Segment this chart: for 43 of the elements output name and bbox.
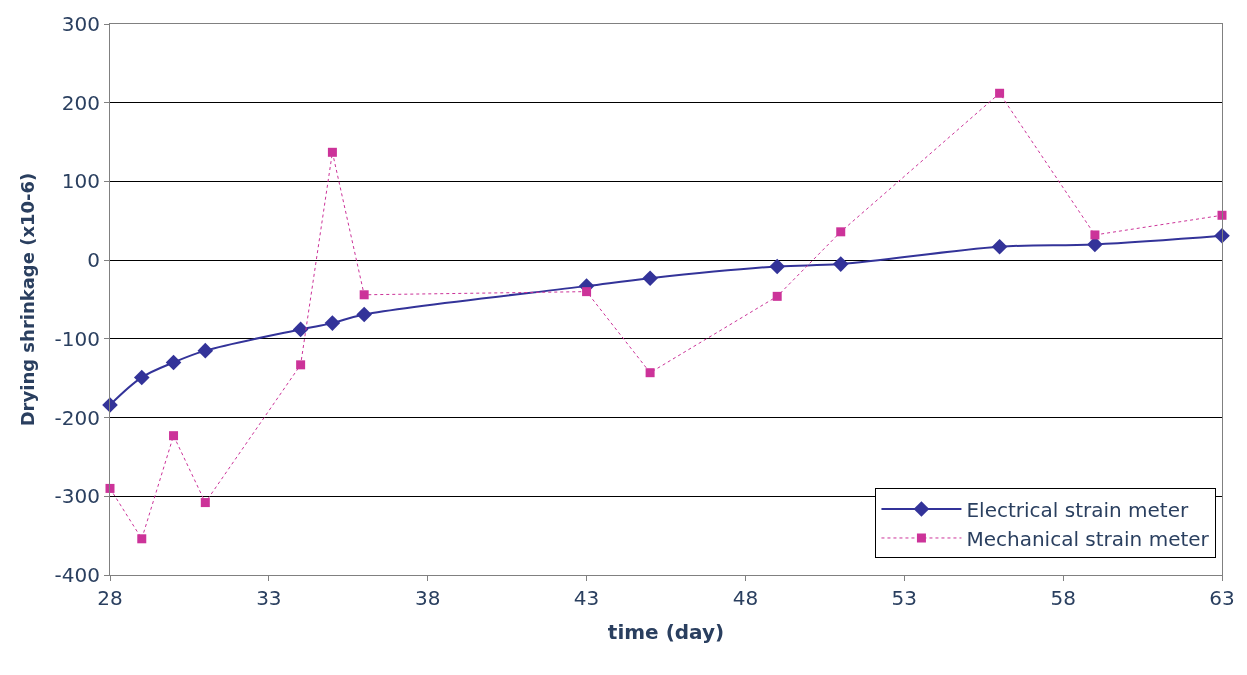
- x-tick-label: 58: [1050, 586, 1076, 610]
- point: [324, 315, 341, 331]
- point: [645, 368, 655, 378]
- point: [197, 342, 214, 359]
- y-tick-label: 0: [87, 248, 100, 273]
- point: [356, 306, 372, 323]
- y-tick-label: 100: [61, 169, 100, 194]
- point: [769, 258, 785, 275]
- x-tick-label: 38: [414, 586, 441, 610]
- point: [772, 291, 782, 301]
- point: [995, 88, 1005, 98]
- x-tick-label: 48: [732, 586, 759, 610]
- point: [296, 360, 306, 370]
- point: [991, 238, 1008, 255]
- y-tick-label: -400: [54, 563, 100, 587]
- x-tick-label: 33: [256, 586, 282, 610]
- point: [327, 147, 337, 157]
- y-tick-label: -100: [54, 326, 100, 351]
- point: [1090, 230, 1100, 240]
- point: [165, 354, 182, 371]
- x-tick-label: 43: [573, 586, 600, 610]
- point: [292, 321, 309, 338]
- y-axis-title: Drying shrinkage (x10-6): [16, 172, 38, 427]
- point: [200, 498, 210, 508]
- y-tick-label: -200: [54, 405, 100, 430]
- point: [582, 287, 592, 297]
- y-tick-label: -300: [54, 484, 100, 509]
- point: [832, 256, 849, 272]
- y-tick-label: 300: [61, 12, 100, 36]
- point: [133, 369, 150, 386]
- point: [137, 534, 147, 544]
- x-axis-title: time (day): [607, 619, 725, 644]
- x-tick-label: 28: [97, 586, 123, 610]
- point: [1214, 227, 1230, 244]
- point: [169, 431, 179, 441]
- x-tick-label: 53: [891, 586, 918, 610]
- legend-label: Electrical strain meter: [966, 497, 1189, 522]
- y-tick-label: 200: [61, 90, 100, 115]
- legend-label: Mechanical strain meter: [966, 526, 1210, 551]
- point: [359, 290, 369, 300]
- x-tick-label: 63: [1209, 586, 1235, 610]
- point: [642, 270, 658, 287]
- point: [836, 227, 846, 237]
